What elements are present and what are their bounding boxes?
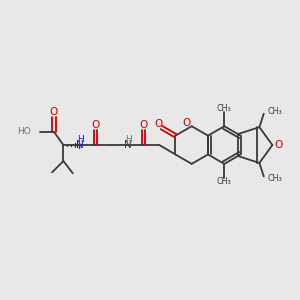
Text: CH₃: CH₃ [268, 174, 283, 183]
Text: CH₃: CH₃ [217, 178, 232, 187]
Text: CH₃: CH₃ [217, 103, 232, 112]
Text: O: O [274, 140, 283, 150]
Text: O: O [91, 120, 100, 130]
Text: O: O [139, 120, 148, 130]
Text: H: H [125, 135, 132, 144]
Text: O: O [50, 107, 58, 117]
Text: N: N [124, 140, 131, 150]
Text: O: O [183, 118, 191, 128]
Text: CH₃: CH₃ [268, 107, 283, 116]
Text: HO: HO [17, 128, 31, 136]
Text: O: O [154, 119, 163, 129]
Text: N: N [76, 140, 83, 150]
Text: H: H [77, 135, 84, 144]
